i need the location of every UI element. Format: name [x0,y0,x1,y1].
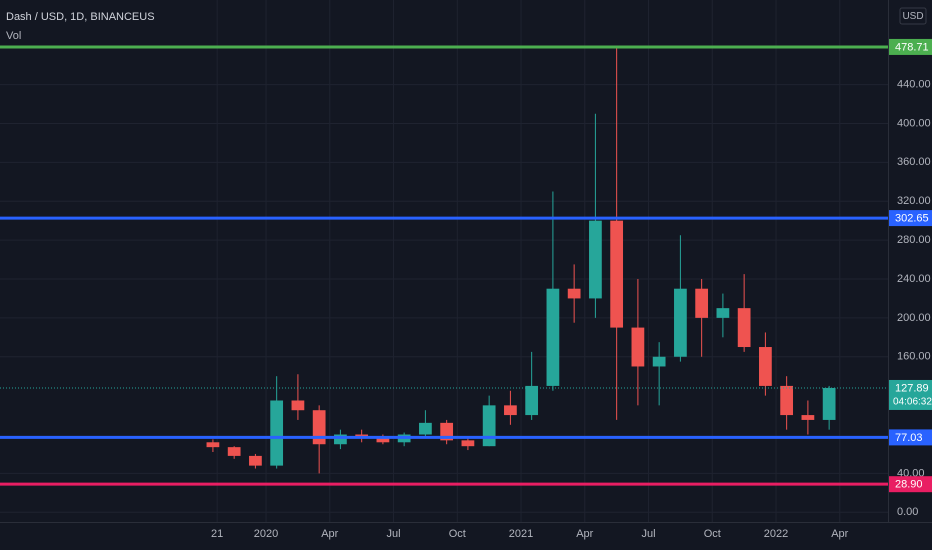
level-label-box [889,476,932,493]
candle-body [525,385,539,416]
candle-body [801,415,815,420]
y-tick-label: 320.00 [897,195,931,207]
candle-body [419,422,432,435]
level-label-box [889,38,932,55]
candle-body [312,410,326,445]
candle-body [291,400,305,411]
candle-body [270,400,284,466]
y-tick-label: 0.00 [897,506,918,518]
candle-body [461,440,475,447]
candle-body [737,308,751,348]
x-tick-label: Oct [449,528,466,540]
x-tick-label: Apr [576,528,593,540]
candle-body [334,434,347,445]
currency-box[interactable] [899,7,927,25]
y-tick-label: 360.00 [897,156,931,168]
candle-body [610,220,624,328]
candle-body [695,288,709,318]
last-price-label: 127.89 [895,382,929,394]
x-tick-label: Oct [704,528,721,540]
candle-body [546,288,560,386]
y-tick-label: 200.00 [897,312,931,324]
y-tick-label: 440.00 [897,78,931,90]
x-tick-label: Apr [831,528,848,540]
candle-body [227,447,241,456]
candle-body [652,356,666,367]
y-tick-label: 400.00 [897,117,931,129]
last-price-box [889,379,932,410]
candle-body [504,405,517,416]
x-tick-label: 2021 [509,528,533,540]
x-tick-label: 2022 [764,528,788,540]
candle-body [482,405,496,447]
candle-body [376,436,390,443]
level-label: 478.71 [895,41,929,53]
x-tick-label: Apr [321,528,338,540]
level-label: 77.03 [895,432,923,444]
chart-title: Dash / USD, 1D, BINANCEUS [6,11,155,23]
level-label: 302.65 [895,212,929,224]
x-tick-label: 21 [211,528,223,540]
volume-label: Vol [6,30,21,42]
candle-body [589,220,602,299]
candle-body [822,387,836,420]
candle-body [567,288,581,299]
candle-body [249,455,262,466]
x-tick-label: Jul [387,528,401,540]
candle-body [716,308,730,318]
y-tick-label: 160.00 [897,351,931,363]
candle-body [206,442,220,448]
candle-body [355,434,369,437]
countdown-label: 04:06:32 [893,397,932,408]
candle-body [780,385,794,416]
level-label-box [889,429,932,446]
candle-body [631,327,645,367]
x-tick-label: 2020 [254,528,278,540]
y-tick-label: 280.00 [897,234,931,246]
level-label: 28.90 [895,479,923,491]
level-label-box [889,210,932,227]
candle-body [674,288,687,357]
y-tick-label: 240.00 [897,273,931,285]
candle-body [759,347,772,386]
currency[interactable]: USD [902,11,923,22]
x-tick-label: Jul [641,528,655,540]
